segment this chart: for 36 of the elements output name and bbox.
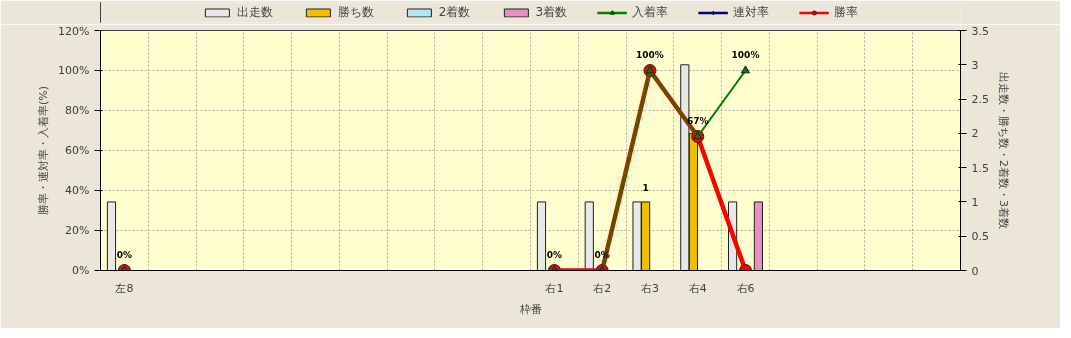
- y2-tick-label: 0: [971, 264, 979, 278]
- data-label: 0%: [116, 249, 133, 260]
- legend-label: 出走数: [236, 3, 273, 21]
- x-tick-label: 右6: [736, 281, 755, 295]
- data-label: 100%: [731, 49, 760, 60]
- x-tick-label: 左8: [115, 281, 134, 295]
- y2-tick-label: 2: [971, 127, 979, 141]
- y2-tick-label: 2.5: [971, 93, 989, 107]
- legend-label: 連対率: [733, 3, 770, 21]
- y-tick-label: 60%: [65, 144, 90, 157]
- y-tick-label: 40%: [65, 184, 90, 197]
- y-tick-label: 0%: [72, 264, 90, 277]
- legend-label: 2着数: [438, 3, 471, 21]
- legend-label: 入着率: [632, 3, 669, 21]
- y2-tick-label: 3.5: [971, 24, 989, 38]
- x-tick-label: 右1: [545, 281, 564, 295]
- x-tick-label: 右2: [593, 281, 612, 295]
- legend-label: 勝ち数: [337, 3, 374, 21]
- data-label: 1: [642, 182, 649, 193]
- y2-tick-label: 1: [971, 195, 979, 209]
- x-axis-title: 枠番: [518, 302, 542, 316]
- y2-tick-label: 0.5: [971, 230, 989, 244]
- x-tick-label: 右4: [688, 281, 707, 295]
- y-axis-title: 勝率・連対率・入着率(%): [37, 85, 51, 216]
- y-tick-label: 120%: [58, 24, 90, 38]
- y-tick-label: 20%: [65, 224, 90, 237]
- y2-tick-label: 3: [971, 58, 979, 72]
- y-tick-label: 80%: [65, 104, 90, 117]
- data-label: 0%: [546, 249, 563, 260]
- y2-tick-label: 1.5: [971, 161, 989, 175]
- y2-axis-title: 出走数・勝ち数・2着数・3着数: [996, 72, 1010, 229]
- x-tick-label: 右3: [640, 281, 659, 295]
- legend-label: 勝率: [834, 3, 859, 21]
- legend-label: 3着数: [535, 3, 568, 21]
- data-label: 100%: [636, 49, 664, 60]
- y-tick-label: 100%: [58, 64, 90, 77]
